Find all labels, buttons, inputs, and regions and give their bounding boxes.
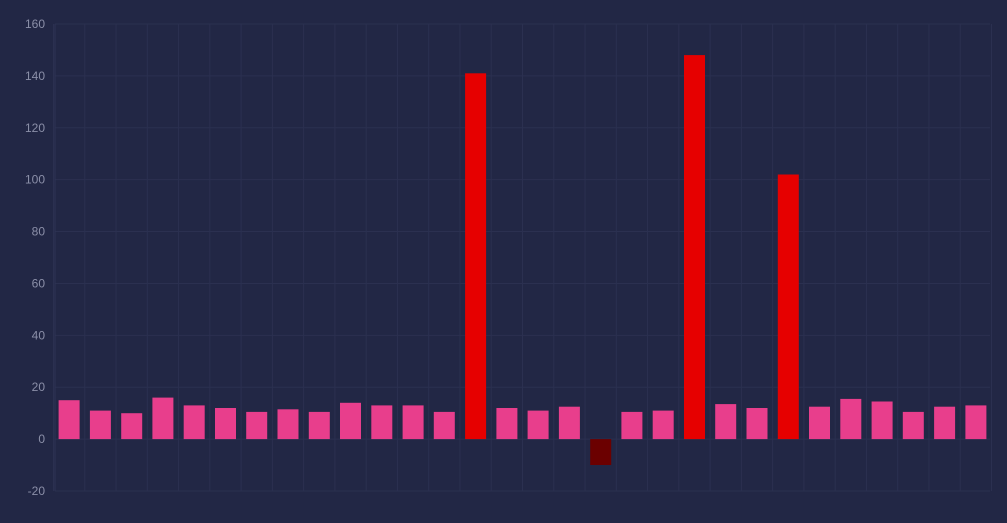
- bar[interactable]: [527, 410, 549, 440]
- grid: [53, 23, 992, 492]
- bar[interactable]: [433, 411, 455, 440]
- y-tick-label: 140: [25, 69, 45, 83]
- y-tick-label: 80: [32, 225, 46, 239]
- bars: [58, 55, 987, 465]
- y-axis-ticks: -20 0 20 40 60 80 100 120 140 160: [25, 17, 45, 498]
- bar[interactable]: [402, 405, 424, 440]
- bar[interactable]: [215, 408, 236, 440]
- y-tick-label: 160: [25, 17, 45, 31]
- bar[interactable]: [308, 411, 330, 440]
- bar[interactable]: [58, 400, 80, 440]
- bar[interactable]: [89, 410, 111, 440]
- bar[interactable]: [965, 405, 987, 440]
- bar[interactable]: [652, 410, 674, 440]
- bar[interactable]: [840, 398, 862, 440]
- bar[interactable]: [121, 413, 143, 440]
- bar[interactable]: [715, 404, 737, 440]
- bar[interactable]: [934, 406, 956, 440]
- bar[interactable]: [277, 409, 299, 440]
- bar[interactable]: [621, 411, 643, 440]
- bar[interactable]: [777, 174, 799, 440]
- bar[interactable]: [684, 55, 705, 440]
- bar[interactable]: [371, 405, 393, 440]
- bar[interactable]: [152, 397, 174, 440]
- bar[interactable]: [902, 411, 924, 440]
- bar[interactable]: [871, 401, 893, 440]
- bar[interactable]: [183, 405, 205, 440]
- bar[interactable]: [465, 73, 487, 440]
- bar[interactable]: [558, 406, 580, 440]
- y-tick-label: 0: [38, 432, 45, 446]
- bar[interactable]: [246, 411, 268, 440]
- bar[interactable]: [809, 406, 830, 440]
- y-tick-label: 60: [32, 276, 46, 290]
- bar[interactable]: [746, 408, 768, 440]
- bar[interactable]: [340, 402, 361, 440]
- bar[interactable]: [590, 439, 612, 465]
- y-tick-label: 100: [25, 173, 45, 187]
- y-tick-label: 120: [25, 121, 45, 135]
- y-tick-label: 40: [32, 328, 46, 342]
- bar[interactable]: [496, 408, 518, 440]
- y-tick-label: 20: [32, 380, 46, 394]
- y-tick-label: -20: [28, 484, 46, 498]
